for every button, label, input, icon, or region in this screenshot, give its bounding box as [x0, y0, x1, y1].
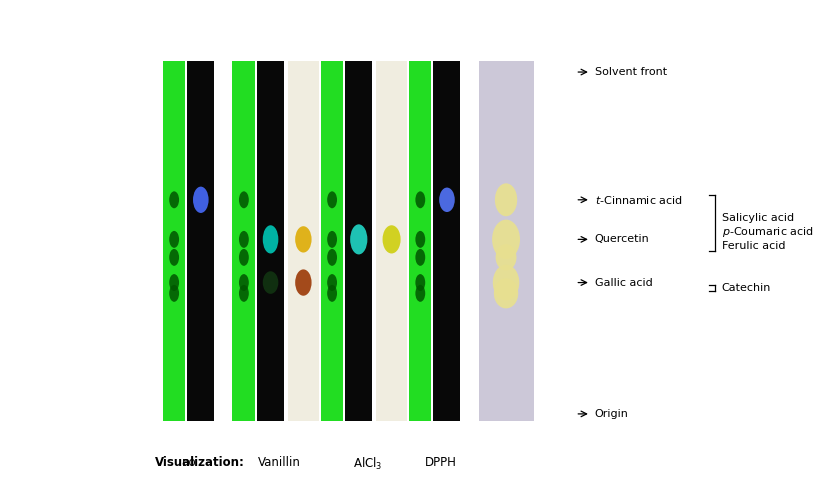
Ellipse shape: [327, 249, 337, 266]
Text: Gallic acid: Gallic acid: [595, 277, 652, 288]
Ellipse shape: [169, 192, 179, 208]
Text: $t$-Cinnamic acid: $t$-Cinnamic acid: [595, 194, 682, 206]
Ellipse shape: [238, 285, 248, 302]
Bar: [344, 61, 372, 421]
Bar: [320, 61, 343, 421]
Text: AlCl$_3$: AlCl$_3$: [353, 456, 382, 472]
Ellipse shape: [327, 231, 337, 248]
Text: Catechin: Catechin: [720, 283, 770, 293]
Text: Solvent front: Solvent front: [595, 67, 667, 77]
Bar: [257, 61, 283, 421]
Ellipse shape: [382, 225, 400, 253]
Ellipse shape: [169, 274, 179, 291]
Text: Vanillin: Vanillin: [258, 456, 301, 469]
Ellipse shape: [238, 192, 248, 208]
Ellipse shape: [415, 274, 425, 291]
Bar: [287, 61, 318, 421]
Ellipse shape: [493, 278, 518, 309]
Ellipse shape: [492, 220, 519, 259]
Ellipse shape: [238, 274, 248, 291]
Bar: [162, 61, 185, 421]
Text: Origin: Origin: [595, 409, 628, 419]
Ellipse shape: [295, 269, 311, 296]
Ellipse shape: [169, 231, 179, 248]
Text: no: no: [182, 456, 196, 469]
Ellipse shape: [492, 264, 518, 300]
Text: Ferulic acid: Ferulic acid: [720, 241, 784, 251]
Text: Quercetin: Quercetin: [595, 234, 649, 244]
Bar: [187, 61, 214, 421]
Bar: [408, 61, 431, 421]
Bar: [232, 61, 255, 421]
Ellipse shape: [349, 224, 367, 254]
Ellipse shape: [415, 249, 425, 266]
Text: Salicylic acid: Salicylic acid: [720, 213, 792, 223]
Ellipse shape: [169, 249, 179, 266]
Ellipse shape: [415, 192, 425, 208]
Ellipse shape: [494, 183, 517, 216]
Bar: [376, 61, 407, 421]
Ellipse shape: [262, 225, 278, 253]
Ellipse shape: [193, 187, 209, 213]
Ellipse shape: [327, 285, 337, 302]
Ellipse shape: [169, 285, 179, 302]
Text: Visualization:: Visualization:: [154, 456, 244, 469]
Ellipse shape: [495, 244, 516, 271]
Ellipse shape: [327, 274, 337, 291]
Ellipse shape: [262, 271, 278, 294]
Ellipse shape: [415, 231, 425, 248]
Bar: [433, 61, 460, 421]
Ellipse shape: [238, 249, 248, 266]
Bar: [478, 61, 533, 421]
Ellipse shape: [439, 188, 455, 212]
Ellipse shape: [238, 231, 248, 248]
Text: DPPH: DPPH: [425, 456, 456, 469]
Ellipse shape: [415, 285, 425, 302]
Text: $p$-Coumaric acid: $p$-Coumaric acid: [720, 225, 812, 239]
Ellipse shape: [295, 226, 311, 252]
Ellipse shape: [327, 192, 337, 208]
